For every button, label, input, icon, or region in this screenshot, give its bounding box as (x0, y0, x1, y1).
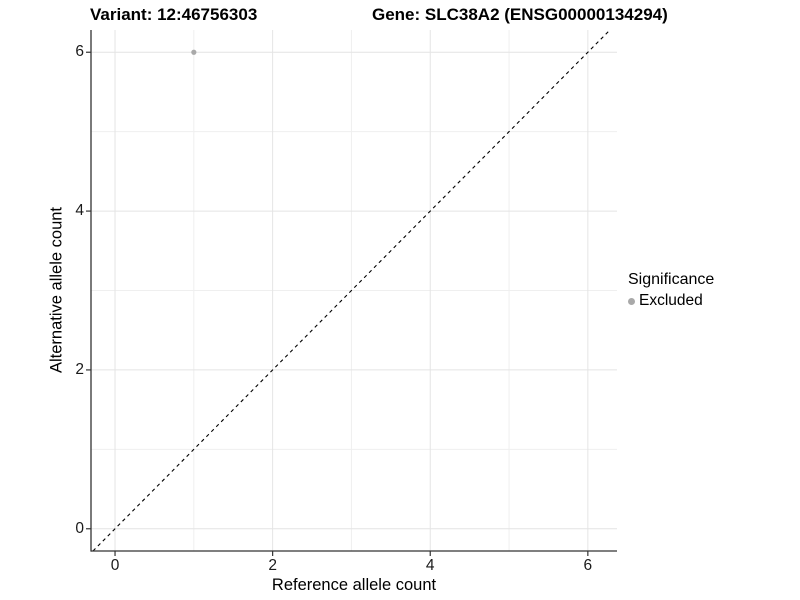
legend-marker-circle-icon (628, 297, 635, 305)
plot-title-variant: Variant: 12:46756303 (90, 5, 258, 24)
x-axis-tick-label: 6 (583, 557, 593, 574)
x-axis-tick-label: 2 (268, 557, 277, 574)
x-axis-tick-label: 4 (425, 557, 435, 574)
x-axis-tick-label: 0 (110, 557, 120, 574)
legend-item-excluded: Excluded (628, 292, 714, 310)
legend-item-label: Excluded (639, 292, 703, 309)
legend-title: Significance (628, 271, 715, 288)
legend: Significance Excluded (628, 271, 714, 310)
x-axis-title: Reference allele count (271, 576, 437, 594)
y-axis-title: Alternative allele count (47, 206, 66, 374)
y-axis-tick-label: 4 (75, 202, 84, 220)
identity-dashed-line (92, 29, 611, 552)
data-point (191, 49, 197, 55)
y-axis-tick-label: 6 (75, 43, 84, 61)
plot-title-gene: Gene: SLC38A2 (ENSG00000134294) (372, 5, 668, 24)
y-axis-tick-label: 0 (75, 519, 84, 537)
y-axis-tick-label: 2 (75, 360, 84, 378)
